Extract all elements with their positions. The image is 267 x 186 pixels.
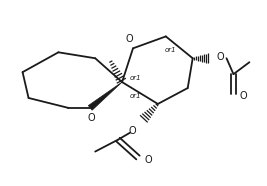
Text: or1: or1 xyxy=(165,47,176,53)
Text: O: O xyxy=(239,91,247,101)
Text: or1: or1 xyxy=(130,75,142,81)
Text: O: O xyxy=(217,52,224,62)
Text: O: O xyxy=(87,113,95,123)
Text: O: O xyxy=(144,155,152,166)
Polygon shape xyxy=(88,82,122,110)
Text: O: O xyxy=(128,126,136,136)
Text: or1: or1 xyxy=(130,93,142,99)
Text: O: O xyxy=(125,34,133,44)
